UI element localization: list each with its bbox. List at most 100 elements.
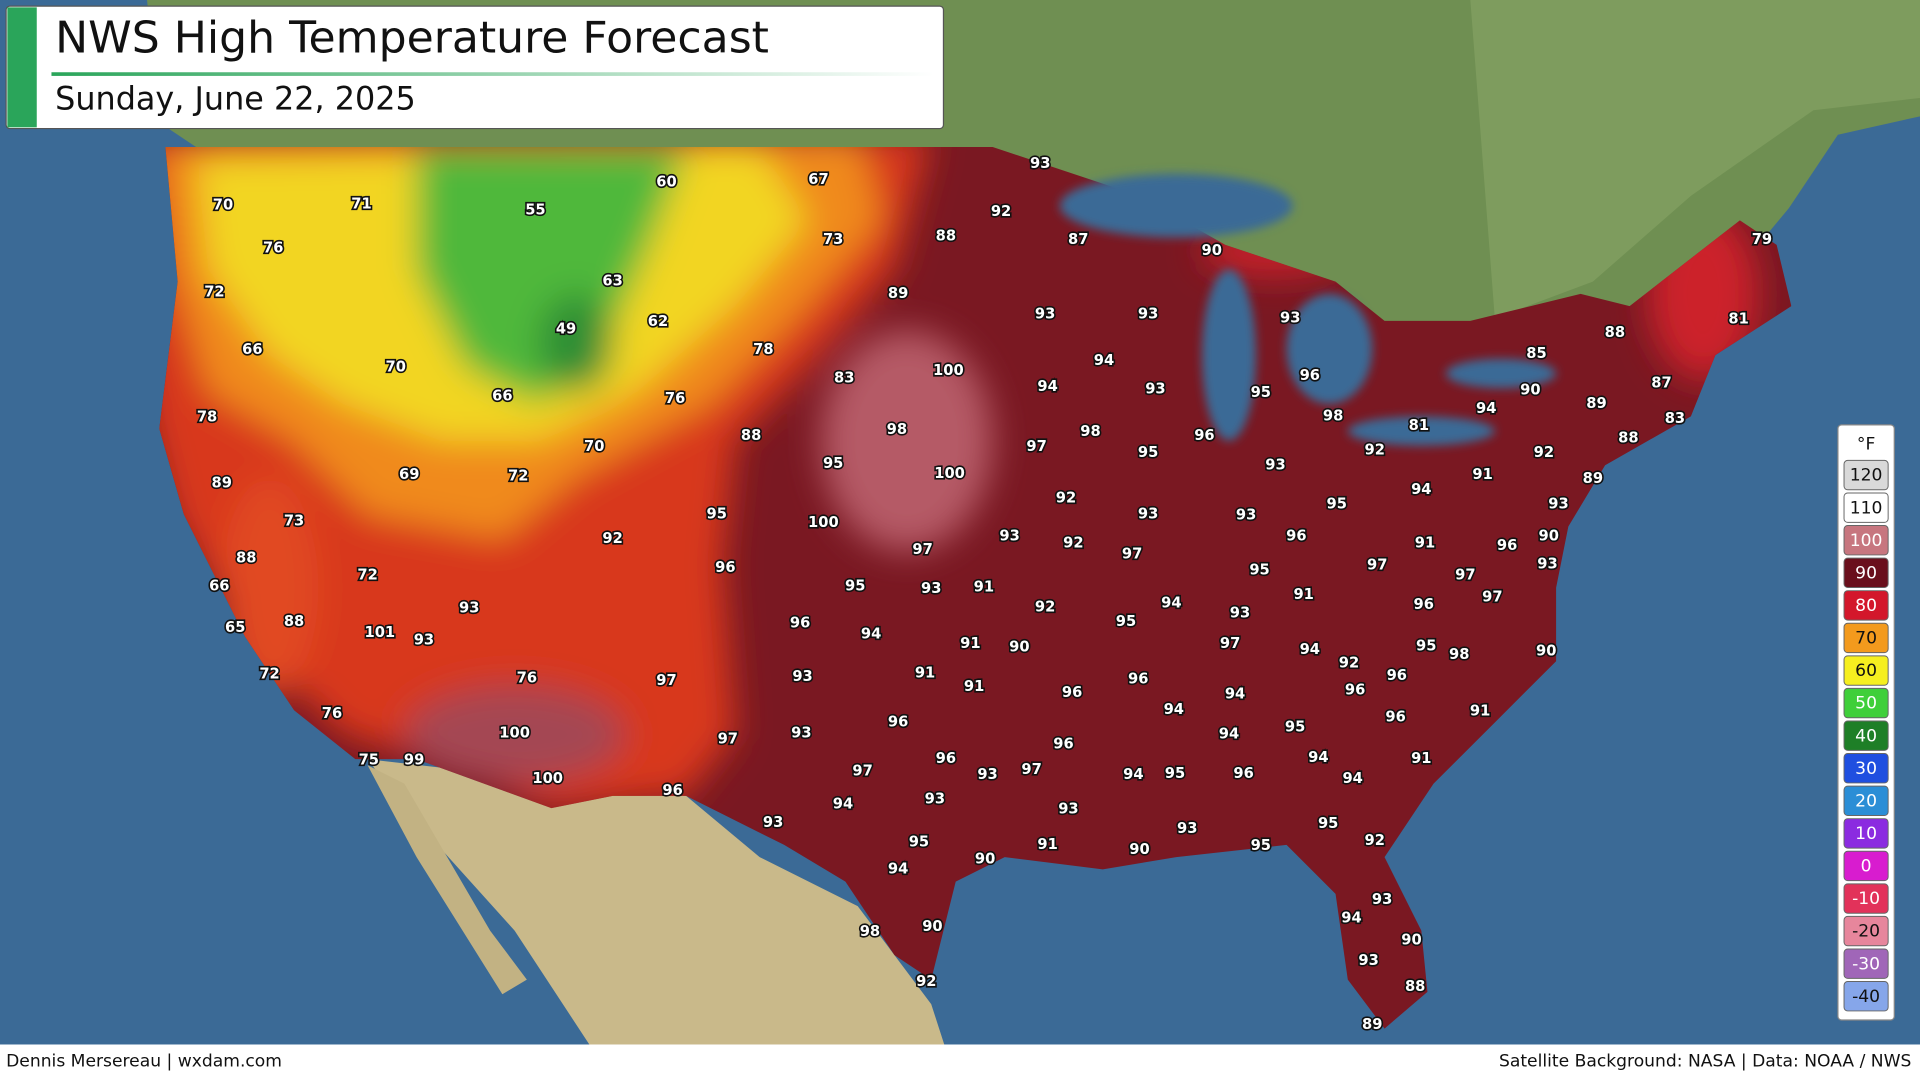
temperature-label: 79	[1752, 231, 1772, 248]
temperature-label: 66	[492, 388, 512, 405]
legend-label: 50	[1855, 694, 1877, 714]
legend-swatch	[1843, 785, 1889, 816]
temperature-label: 100	[933, 362, 964, 379]
legend: °F 1201101009080706050403020100-10-20-30…	[1837, 424, 1895, 1021]
temperature-label: 90	[1202, 242, 1222, 259]
temperature-label: 92	[916, 973, 936, 990]
lake-michigan	[1201, 269, 1256, 441]
temperature-label: 97	[1122, 546, 1142, 563]
temperature-label: 85	[1526, 345, 1546, 362]
temperature-label: 96	[1194, 427, 1214, 444]
legend-label: -40	[1852, 987, 1880, 1007]
temperature-label: 95	[1251, 384, 1271, 401]
temperature-label: 76	[322, 705, 342, 722]
temperature-label: 81	[1409, 417, 1429, 434]
temperature-label: 96	[715, 559, 735, 576]
lake-ontario	[1445, 358, 1557, 389]
temperature-label: 78	[753, 341, 773, 358]
temperature-label: 92	[1339, 655, 1359, 672]
temperature-label: 97	[1455, 567, 1475, 584]
temperature-label: 98	[1323, 407, 1343, 424]
temperature-label: 93	[977, 766, 997, 783]
temperature-label: 96	[936, 750, 956, 767]
temperature-label: 93	[1537, 555, 1557, 572]
temperature-label: 91	[1037, 836, 1057, 853]
temperature-label: 94	[1164, 701, 1184, 718]
temperature-label: 90	[1129, 841, 1149, 858]
temperature-label: 88	[1605, 324, 1625, 341]
legend-label: -20	[1852, 922, 1880, 942]
temperature-label: 97	[1482, 589, 1502, 606]
temperature-label: 89	[1583, 470, 1603, 487]
temperature-label: 96	[1053, 735, 1073, 752]
source: Satellite Background: NASA | Data: NOAA …	[1499, 1052, 1911, 1072]
temperature-label: 95	[909, 833, 929, 850]
legend-label: -30	[1852, 954, 1880, 974]
temperature-label: 92	[1056, 489, 1076, 506]
temperature-label: 83	[1665, 410, 1685, 427]
temperature-label: 70	[213, 197, 233, 214]
temperature-label: 90	[1009, 639, 1029, 656]
title-box: NWS High Temperature Forecast Sunday, Ju…	[5, 5, 945, 130]
legend-label: 20	[1855, 791, 1877, 811]
temperature-label: 93	[1145, 380, 1165, 397]
temperature-label: 96	[1345, 682, 1365, 699]
temperature-label: 101	[364, 624, 395, 641]
title-rule	[51, 72, 934, 76]
temperature-label: 95	[823, 455, 843, 472]
temperature-label: 88	[741, 427, 761, 444]
temperature-label: 91	[1472, 466, 1492, 483]
legend-label: 30	[1855, 759, 1877, 779]
temperature-label: 97	[852, 762, 872, 779]
temperature-label: 96	[1128, 671, 1148, 688]
temperature-label: 100	[934, 465, 965, 482]
temperature-label: 91	[974, 579, 994, 596]
temperature-label: 93	[1548, 495, 1568, 512]
temperature-label: 91	[1415, 535, 1435, 552]
legend-swatch	[1843, 655, 1889, 686]
lake-superior	[1059, 173, 1293, 238]
temperature-labels: 70 71 55 60 67 76 73 88 93 92 87 90 79 72 63 89 93 93 93 88…	[195, 153, 1774, 1034]
legend-label: 40	[1855, 726, 1877, 746]
legend-label: 70	[1855, 629, 1877, 649]
temperature-label: 94	[1476, 400, 1496, 417]
legend-swatch	[1843, 915, 1889, 947]
temperature-label: 94	[1123, 766, 1143, 783]
temperature-label: 96	[888, 713, 908, 730]
temperature-label: 97	[1220, 635, 1240, 652]
temperature-label: 95	[1285, 718, 1305, 735]
legend-swatch	[1843, 850, 1889, 882]
temperature-label: 81	[1728, 311, 1748, 328]
temperature-label: 92	[1063, 535, 1083, 552]
temperature-label: 95	[1327, 495, 1347, 512]
temperature-label: 93	[1058, 800, 1078, 817]
temperature-label: 93	[1230, 604, 1250, 621]
temperature-label: 91	[915, 664, 935, 681]
temperature-label: 97	[1021, 761, 1041, 778]
temperature-label: 96	[790, 614, 810, 631]
legend-swatch	[1843, 590, 1889, 621]
legend-label: 110	[1850, 498, 1883, 518]
temperature-label: 93	[763, 814, 783, 831]
temperature-label: 96	[1414, 596, 1434, 613]
legend-label: 0	[1861, 857, 1872, 877]
temperature-label: 93	[1358, 952, 1378, 969]
lake-huron	[1286, 293, 1373, 405]
temperature-label: 92	[602, 530, 622, 547]
temperature-label: 93	[1035, 306, 1055, 323]
temperature-label: 75	[359, 751, 379, 768]
temperature-label: 93	[414, 631, 434, 648]
temperature-label: 93	[921, 580, 941, 597]
temperature-label: 69	[399, 466, 419, 483]
legend-unit: °F	[1857, 434, 1875, 454]
temperature-label: 88	[1618, 429, 1638, 446]
temperature-label: 93	[1372, 891, 1392, 908]
temperature-label: 62	[648, 313, 668, 330]
temperature-label: 94	[1037, 378, 1057, 395]
temperature-label: 95	[1116, 613, 1136, 630]
temperature-label: 93	[999, 527, 1019, 544]
legend-swatch	[1843, 622, 1889, 654]
temperature-label: 90	[1539, 527, 1559, 544]
temperature-label: 88	[236, 549, 256, 566]
temperature-label: 97	[912, 541, 932, 558]
